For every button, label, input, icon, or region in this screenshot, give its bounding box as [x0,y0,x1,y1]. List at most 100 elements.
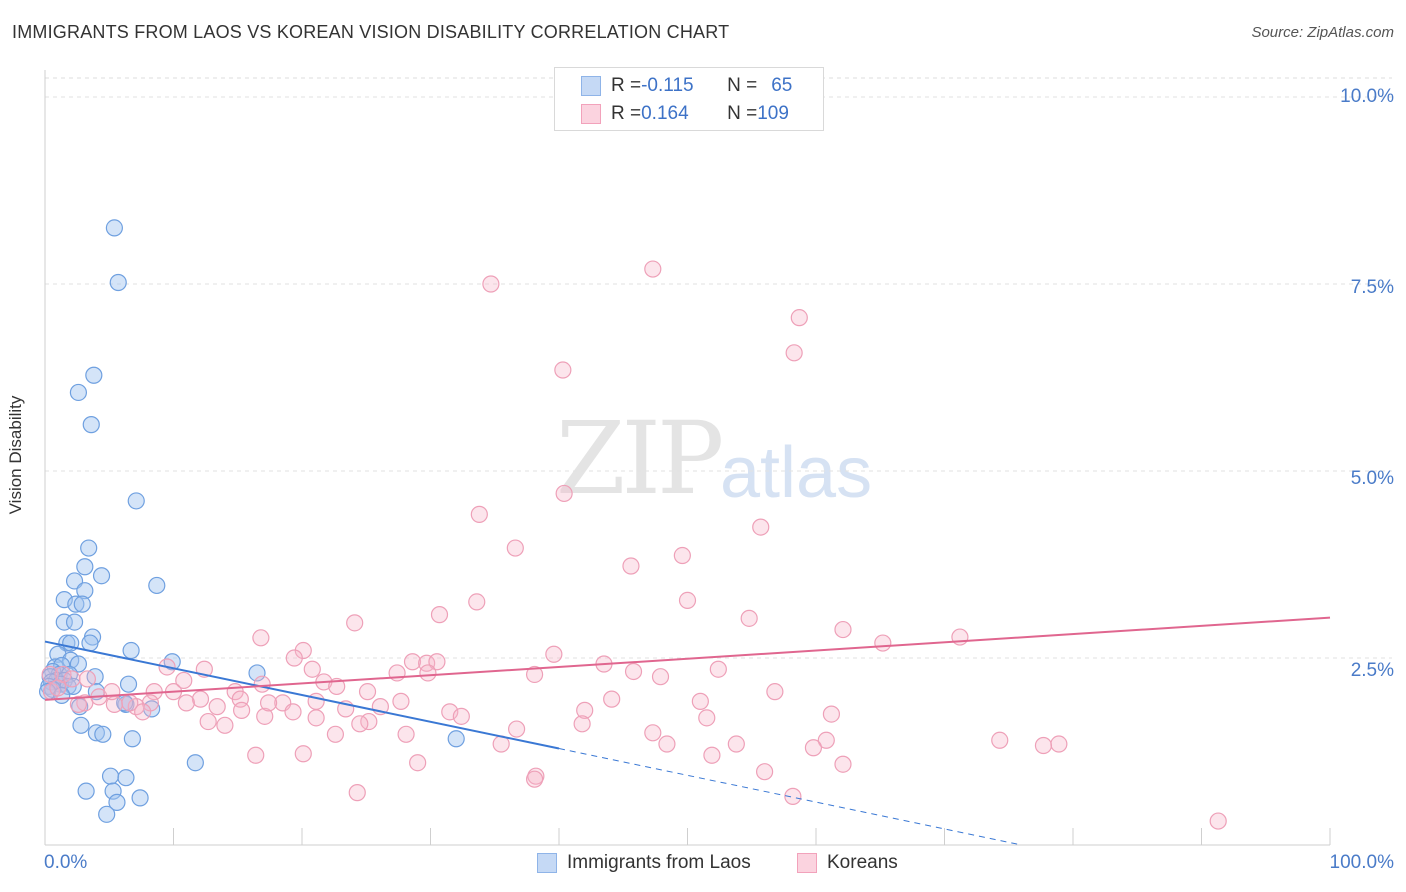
korean-point [709,660,727,678]
korean-point [253,675,271,693]
laos-point [123,730,141,748]
laos-point [109,273,127,292]
korean-point [191,690,210,708]
laos-point [108,793,126,811]
korean-point [199,712,217,731]
laos-point [72,716,90,734]
korean-point [430,606,449,624]
laos-point [186,754,204,772]
korean-point [326,725,345,743]
korean-point [603,690,621,708]
stats-box: R = -0.115 N = 65 R = 0.164 N = 109 [554,67,824,131]
x-tick-label: 0.0% [44,852,88,873]
y-tick-label: 10.0% [1340,86,1394,107]
korean-point [506,539,524,557]
korean-point [576,701,594,719]
korean-point [482,275,500,293]
korean-point [78,670,97,688]
laos-point [148,576,166,595]
korean-point [256,707,274,725]
korean-point [452,707,470,725]
korean-point [208,698,226,716]
laos-point [76,582,94,600]
korean-point [121,694,139,712]
korean-point [834,755,852,773]
korean-point [346,614,364,632]
korean-point [259,694,278,712]
korean-point [691,692,709,710]
laos-point [119,675,138,693]
korean-point [63,670,81,688]
korean-point [703,746,721,764]
korean-point [358,683,377,701]
y-tick-label: 5.0% [1350,468,1394,489]
laos-trend-line [44,640,560,750]
korean-point [755,763,774,781]
x-tick-label: 100.0% [1329,852,1394,873]
korean-point [766,683,784,701]
y-tick-label: 7.5% [1350,277,1394,298]
korean-point [822,705,841,723]
korean-point [790,309,808,327]
korean-point [252,629,270,647]
korean-point [403,653,422,671]
laos-point [82,416,100,434]
korean-point [468,593,486,611]
legend-item-koreans[interactable]: Koreans [797,852,898,874]
korean-point [294,745,312,763]
korean-point [573,715,591,733]
korean-point [1050,735,1068,753]
laos-trend-extension [558,748,1022,846]
laos-point [248,664,266,682]
laos-point [80,539,98,557]
laos-point [105,219,123,237]
korean-point [233,701,251,719]
korean-point [651,668,670,686]
laos-point [87,724,106,742]
korean-point [348,784,366,802]
korean-point [644,724,662,742]
korean-point [834,620,852,639]
korean-trend-line [44,616,1331,701]
korean-point [284,703,302,721]
korean-point [41,665,59,684]
laos-point [94,725,112,743]
laos-point [92,567,111,585]
laos-point [122,641,140,660]
korean-point [1034,736,1053,755]
chart-title: IMMIGRANTS FROM LAOS VS KOREAN VISION DI… [12,22,730,42]
korean-point [644,260,662,278]
source-label: Source: ZipAtlas.com [1251,24,1394,41]
korean-point [545,645,563,663]
korean-point [991,731,1009,749]
korean-point [673,546,691,565]
korean-point [409,754,427,772]
korean-point [103,683,121,701]
korean-point [392,692,410,710]
n-value: 65 [771,75,793,96]
korean-point [525,770,544,788]
laos-point [77,782,95,800]
korean-point [69,695,88,713]
korean-point [678,591,697,610]
legend-item-laos[interactable]: Immigrants from Laos [537,852,751,874]
korean-point [785,344,803,362]
korean-point [419,664,437,682]
r-value: -0.115 [641,75,694,96]
watermark-atlas: atlas [720,433,873,513]
korean-point [303,660,321,678]
koreans-swatch [581,104,601,124]
laos-point [67,595,85,613]
r-label: R = [611,103,642,124]
r-label: R = [611,75,642,96]
korean-point [874,634,892,652]
korean-point [624,662,643,681]
korean-point [784,787,802,805]
laos-point [85,366,103,384]
laos-point [81,634,99,652]
korean-point [727,735,745,753]
stats-row-koreans: R = 0.164 N = 109 [581,101,789,127]
korean-point [554,361,572,379]
laos-point [163,653,181,671]
